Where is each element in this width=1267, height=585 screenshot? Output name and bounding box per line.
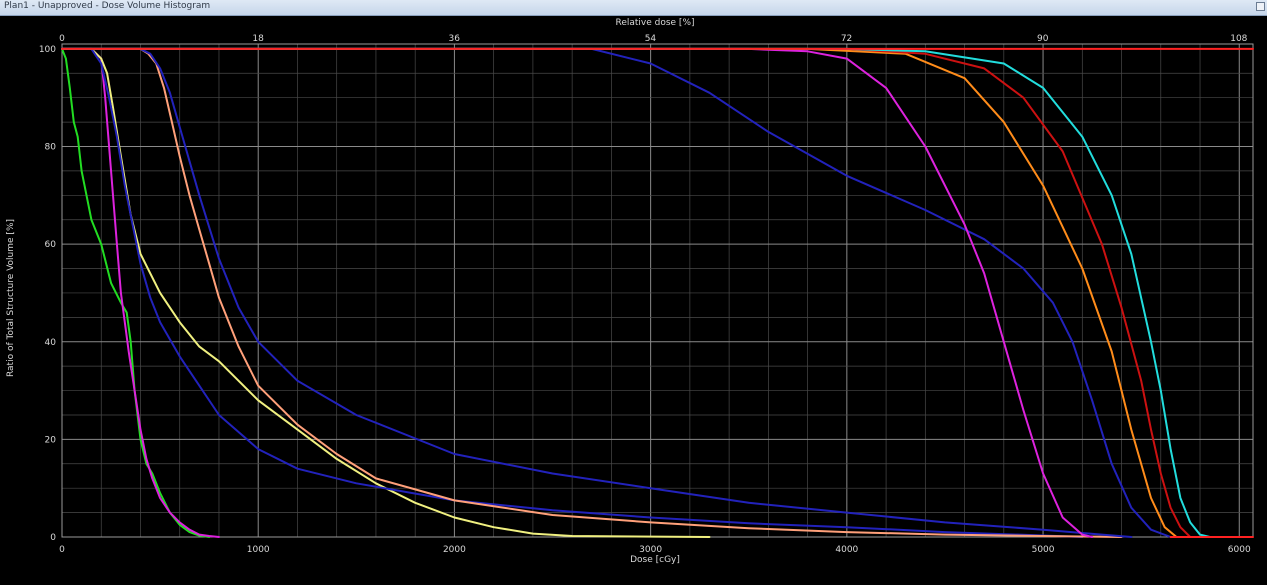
dvh-series-line-8 [61, 47, 1094, 538]
dvh-series-line-5 [61, 47, 1123, 538]
dvh-chart: Relative dose [%] Dose [cGy] Ratio of To… [0, 16, 1267, 581]
x-tick-label: 2000 [443, 545, 466, 555]
x2-tick-label: 18 [252, 34, 264, 44]
y-tick-label: 100 [39, 45, 56, 55]
dvh-series-line-2 [61, 47, 220, 538]
series-lines [61, 47, 1254, 538]
dvh-series-line-3 [61, 47, 711, 538]
grid-lines [61, 44, 1253, 538]
plot-frame [61, 43, 1254, 538]
x2-axis-label: Relative dose [%] [615, 18, 694, 28]
dvh-series-line-6 [61, 47, 1133, 538]
dvh-series-line-11 [61, 47, 1211, 538]
y-tick-label: 20 [45, 435, 57, 445]
x-axis-label: Dose [cGy] [630, 555, 680, 565]
y-tick-label: 40 [45, 338, 57, 348]
x-tick-label: 1000 [247, 545, 270, 555]
y-tick-label: 60 [45, 240, 57, 250]
x2-tick-label: 54 [645, 34, 657, 44]
x-tick-label: 6000 [1228, 545, 1251, 555]
x2-tick-label: 0 [59, 34, 65, 44]
x2-tick-label: 72 [841, 34, 852, 44]
dvh-series-line-10 [61, 47, 1192, 538]
window-title-bar: Plan1 - Unapproved - Dose Volume Histogr… [0, 0, 1267, 16]
restore-icon[interactable] [1256, 2, 1265, 11]
dvh-series-line-7 [61, 47, 1172, 538]
dvh-series-line-4 [61, 47, 1084, 538]
y-tick-label: 80 [45, 143, 57, 153]
x2-tick-label: 108 [1230, 34, 1247, 44]
x2-tick-label: 90 [1037, 34, 1049, 44]
y-tick-label: 0 [50, 533, 56, 543]
x-tick-label: 3000 [639, 545, 662, 555]
x-tick-label: 5000 [1032, 545, 1055, 555]
x2-tick-label: 36 [449, 34, 461, 44]
y-axis-label: Ratio of Total Structure Volume [%] [6, 219, 16, 377]
x-tick-label: 4000 [835, 545, 858, 555]
x-tick-label: 0 [59, 545, 65, 555]
window-title: Plan1 - Unapproved - Dose Volume Histogr… [4, 1, 211, 11]
dvh-chart-svg: Relative dose [%] Dose [cGy] Ratio of To… [6, 18, 1254, 565]
dvh-series-line-9 [61, 47, 1178, 538]
